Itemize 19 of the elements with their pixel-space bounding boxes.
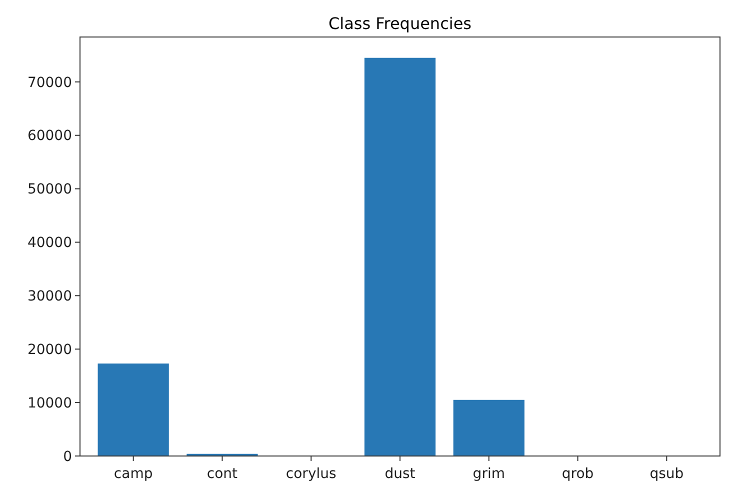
x-tick-label: dust: [384, 466, 416, 482]
y-tick-label: 20000: [27, 342, 72, 358]
x-tick-label: cont: [206, 466, 238, 482]
y-tick-label: 30000: [27, 288, 72, 305]
x-tick-label: corylus: [286, 466, 336, 482]
y-tick-label: 50000: [27, 182, 72, 198]
y-tick-label: 60000: [27, 128, 72, 144]
bar: [364, 58, 436, 456]
y-tick-label: 10000: [27, 395, 72, 412]
y-tick-label: 0: [63, 448, 72, 465]
x-tick-label: qrob: [562, 466, 594, 482]
x-tick-label: camp: [114, 466, 153, 482]
x-tick-label: qsub: [650, 466, 684, 482]
y-tick-label: 70000: [27, 74, 72, 91]
chart-title: Class Frequencies: [328, 14, 472, 33]
bar: [453, 400, 524, 456]
bar: [98, 364, 169, 456]
y-tick-label: 40000: [27, 235, 72, 252]
x-tick-label: grim: [472, 466, 505, 482]
